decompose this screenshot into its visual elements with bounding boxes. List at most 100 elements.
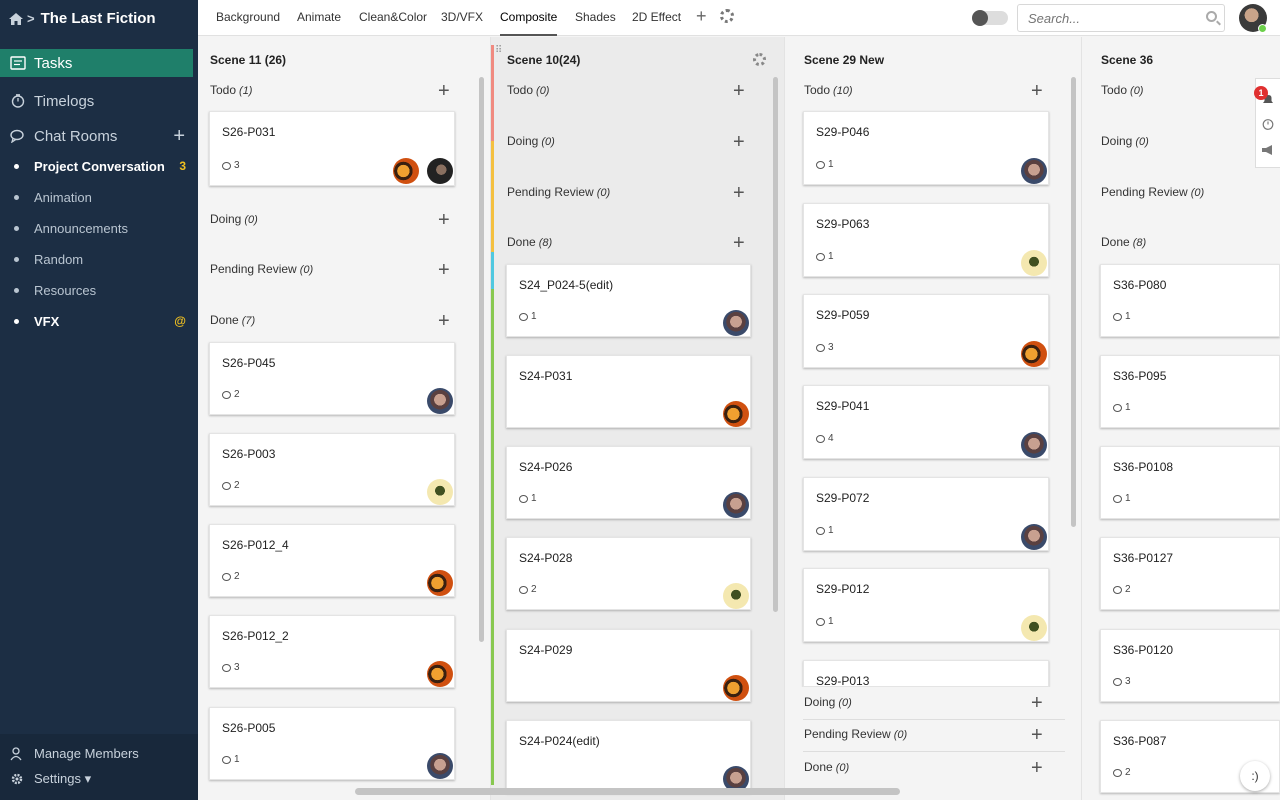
project-header[interactable]: > The Last Fiction xyxy=(0,0,198,36)
task-title: S29-P012 xyxy=(816,582,870,596)
support-chat-button[interactable]: :) xyxy=(1240,761,1270,791)
assignee-avatar[interactable] xyxy=(723,492,749,518)
add-task-button[interactable]: + xyxy=(733,80,745,102)
tab-background[interactable]: Background xyxy=(216,10,281,24)
project-title[interactable]: The Last Fiction xyxy=(40,9,156,27)
assignee-avatar[interactable] xyxy=(1021,158,1047,184)
task-card[interactable]: S29-P046 1 xyxy=(803,111,1049,185)
add-task-button[interactable]: + xyxy=(1031,80,1043,102)
section-doing: Doing (0) xyxy=(804,695,852,709)
manage-members-link[interactable]: Manage Members xyxy=(10,746,139,761)
column-title[interactable]: Scene 11 (26) xyxy=(210,53,287,67)
comment-icon xyxy=(816,343,825,352)
add-task-button[interactable]: + xyxy=(733,232,745,254)
add-chat-room-button[interactable]: + xyxy=(173,124,185,147)
assignee-avatar[interactable] xyxy=(1021,615,1047,641)
sidebar-item-chat-rooms[interactable]: Chat Rooms + xyxy=(0,122,193,150)
task-card[interactable]: S26-P045 2 xyxy=(209,342,455,415)
task-card[interactable]: S36-P080 1 xyxy=(1100,264,1280,337)
notification-badge[interactable]: 1 xyxy=(1254,86,1268,100)
column-title[interactable]: Scene 36 xyxy=(1101,53,1154,67)
assignee-avatar[interactable] xyxy=(1021,524,1047,550)
view-toggle[interactable] xyxy=(972,10,1008,26)
room-vfx[interactable]: VFX @ xyxy=(0,309,198,333)
add-task-button[interactable]: + xyxy=(438,259,450,281)
task-card[interactable]: S29-P013 xyxy=(803,660,1049,687)
room-animation[interactable]: Animation xyxy=(0,185,198,209)
task-card[interactable]: S24-P026 1 xyxy=(506,446,751,519)
tab-2d-effect[interactable]: 2D Effect xyxy=(632,10,682,24)
assignee-avatar[interactable] xyxy=(427,388,453,414)
assignee-avatar[interactable] xyxy=(723,766,749,792)
add-task-button[interactable]: + xyxy=(438,209,450,231)
timer-icon[interactable] xyxy=(1262,117,1274,130)
section-doing: Doing (0) xyxy=(507,134,555,148)
add-task-button[interactable]: + xyxy=(438,310,450,332)
task-card[interactable]: S29-P012 1 xyxy=(803,568,1049,642)
assignee-avatar[interactable] xyxy=(723,583,749,609)
add-task-button[interactable]: + xyxy=(733,131,745,153)
tab-shades[interactable]: Shades xyxy=(575,10,616,24)
assignee-avatar[interactable] xyxy=(723,675,749,701)
task-card[interactable]: S36-P0120 3 xyxy=(1100,629,1280,702)
column-scrollbar[interactable] xyxy=(479,77,484,642)
task-card[interactable]: S36-P0108 1 xyxy=(1100,446,1280,519)
tab-composite[interactable]: Composite xyxy=(500,0,558,36)
tab-animate[interactable]: Animate xyxy=(297,10,342,24)
home-icon[interactable] xyxy=(9,12,23,25)
drag-handle-icon[interactable]: ⠿ xyxy=(495,45,503,56)
add-tab-button[interactable]: + xyxy=(696,6,707,26)
megaphone-icon[interactable] xyxy=(1261,143,1275,155)
task-card[interactable]: S29-P041 4 xyxy=(803,385,1049,459)
settings-menu[interactable]: Settings ▾ xyxy=(10,771,91,787)
assignee-avatar[interactable] xyxy=(1021,341,1047,367)
assignee-avatar[interactable] xyxy=(427,661,453,687)
assignee-avatar[interactable] xyxy=(393,158,419,184)
task-card[interactable]: S29-P059 3 xyxy=(803,294,1049,368)
column-scrollbar[interactable] xyxy=(773,77,778,612)
assignee-avatar[interactable] xyxy=(427,753,453,779)
room-announcements[interactable]: Announcements xyxy=(0,216,198,240)
add-task-button[interactable]: + xyxy=(1031,757,1043,779)
column-title[interactable]: Scene 10(24) xyxy=(507,53,581,67)
tab-settings-gear-icon[interactable] xyxy=(720,9,734,23)
room-resources[interactable]: Resources xyxy=(0,278,198,302)
search-input[interactable] xyxy=(1017,4,1225,32)
task-card[interactable]: S36-P0127 2 xyxy=(1100,537,1280,610)
task-card[interactable]: S24-P028 2 xyxy=(506,537,751,610)
tab-3d-vfx[interactable]: 3D/VFX xyxy=(441,10,484,24)
task-card[interactable]: S29-P072 1 xyxy=(803,477,1049,551)
task-card[interactable]: S36-P095 1 xyxy=(1100,355,1280,428)
task-card[interactable]: S26-P031 3 xyxy=(209,111,455,186)
assignee-avatar[interactable] xyxy=(1021,250,1047,276)
assignee-avatar[interactable] xyxy=(427,479,453,505)
add-task-button[interactable]: + xyxy=(438,80,450,102)
sidebar-item-timelogs[interactable]: Timelogs xyxy=(0,87,193,115)
room-random[interactable]: Random xyxy=(0,247,198,271)
board-horizontal-scrollbar[interactable] xyxy=(355,788,900,795)
assignee-avatar[interactable] xyxy=(723,310,749,336)
task-card[interactable]: S26-P005 1 xyxy=(209,707,455,780)
task-card[interactable]: S26-P003 2 xyxy=(209,433,455,506)
assignee-avatar[interactable] xyxy=(427,570,453,596)
column-scrollbar[interactable] xyxy=(1071,77,1076,527)
assignee-avatar[interactable] xyxy=(427,158,453,184)
add-task-button[interactable]: + xyxy=(733,182,745,204)
column-title[interactable]: Scene 29 New xyxy=(804,53,885,67)
task-card[interactable]: S26-P012_4 2 xyxy=(209,524,455,597)
sidebar-item-tasks[interactable]: Tasks xyxy=(0,49,193,77)
tab-clean-color[interactable]: Clean&Color xyxy=(359,10,428,24)
search-icon[interactable] xyxy=(1206,11,1217,22)
column-settings-gear-icon[interactable] xyxy=(753,53,766,66)
add-task-button[interactable]: + xyxy=(1031,692,1043,714)
assignee-avatar[interactable] xyxy=(723,401,749,427)
task-card[interactable]: S29-P063 1 xyxy=(803,203,1049,277)
task-card[interactable]: S26-P012_2 3 xyxy=(209,615,455,688)
room-project-conversation[interactable]: Project Conversation 3 xyxy=(0,154,198,178)
assignee-avatar[interactable] xyxy=(1021,432,1047,458)
task-card[interactable]: S24-P029 xyxy=(506,629,751,702)
task-card[interactable]: S24-P024(edit) xyxy=(506,720,751,793)
add-task-button[interactable]: + xyxy=(1031,724,1043,746)
task-card[interactable]: S24-P031 xyxy=(506,355,751,428)
task-card[interactable]: S24_P024-5(edit) 1 xyxy=(506,264,751,337)
